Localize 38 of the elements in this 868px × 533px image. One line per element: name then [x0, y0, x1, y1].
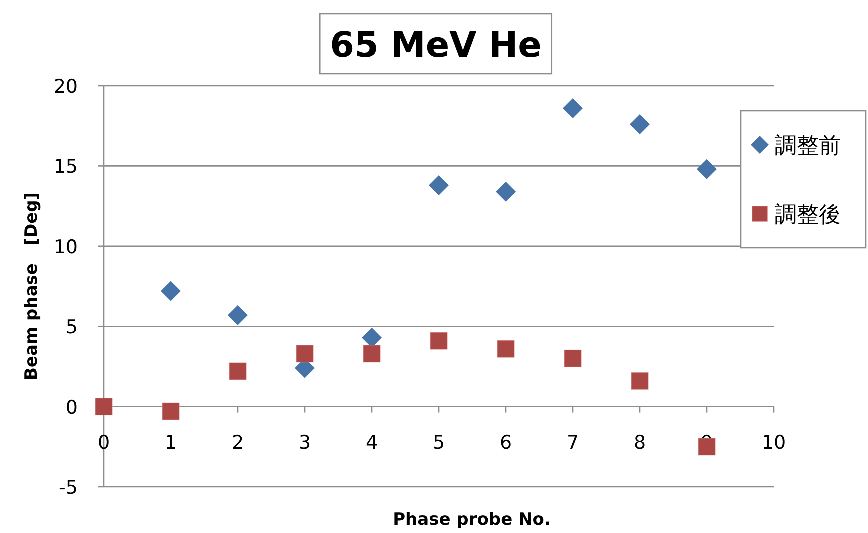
point	[697, 159, 717, 180]
point	[496, 182, 516, 202]
x-tick-label: 6	[500, 432, 512, 454]
point	[497, 340, 515, 358]
chart-title: 65 MeV He	[330, 26, 542, 66]
legend-label: 調整後	[775, 203, 841, 228]
y-tick-label: 5	[66, 316, 78, 339]
x-tick-label: 8	[634, 432, 646, 454]
point	[630, 114, 650, 134]
point	[563, 98, 583, 118]
x-tick-label: 2	[232, 432, 244, 454]
x-tick-label: 4	[366, 432, 378, 454]
point	[429, 175, 449, 196]
x-tick-label: 3	[298, 432, 312, 454]
point	[296, 345, 314, 363]
legend-label: 調整前	[775, 134, 841, 159]
y-tick-label: 10	[54, 236, 78, 258]
x-tick-label: 1	[164, 432, 178, 454]
x-axis-title: Phase probe No.	[393, 510, 551, 530]
point	[229, 362, 247, 380]
point	[161, 281, 181, 302]
point	[162, 402, 180, 420]
x-tick-label: 0	[98, 432, 110, 454]
point	[95, 398, 113, 416]
y-tick-label: 20	[54, 76, 78, 98]
point	[698, 438, 716, 456]
point	[430, 332, 448, 350]
point	[631, 372, 649, 390]
point	[363, 345, 381, 363]
x-tick-label: 10	[762, 432, 786, 454]
y-tick-label: 15	[54, 156, 78, 178]
point	[228, 305, 248, 326]
x-tick-label: 7	[566, 432, 580, 454]
y-tick-label: -5	[59, 477, 78, 499]
x-tick-label: 5	[432, 432, 446, 454]
y-tick-label: 0	[66, 396, 78, 419]
point	[564, 350, 582, 368]
y-axis-title: Beam phase [Deg]	[22, 192, 42, 381]
